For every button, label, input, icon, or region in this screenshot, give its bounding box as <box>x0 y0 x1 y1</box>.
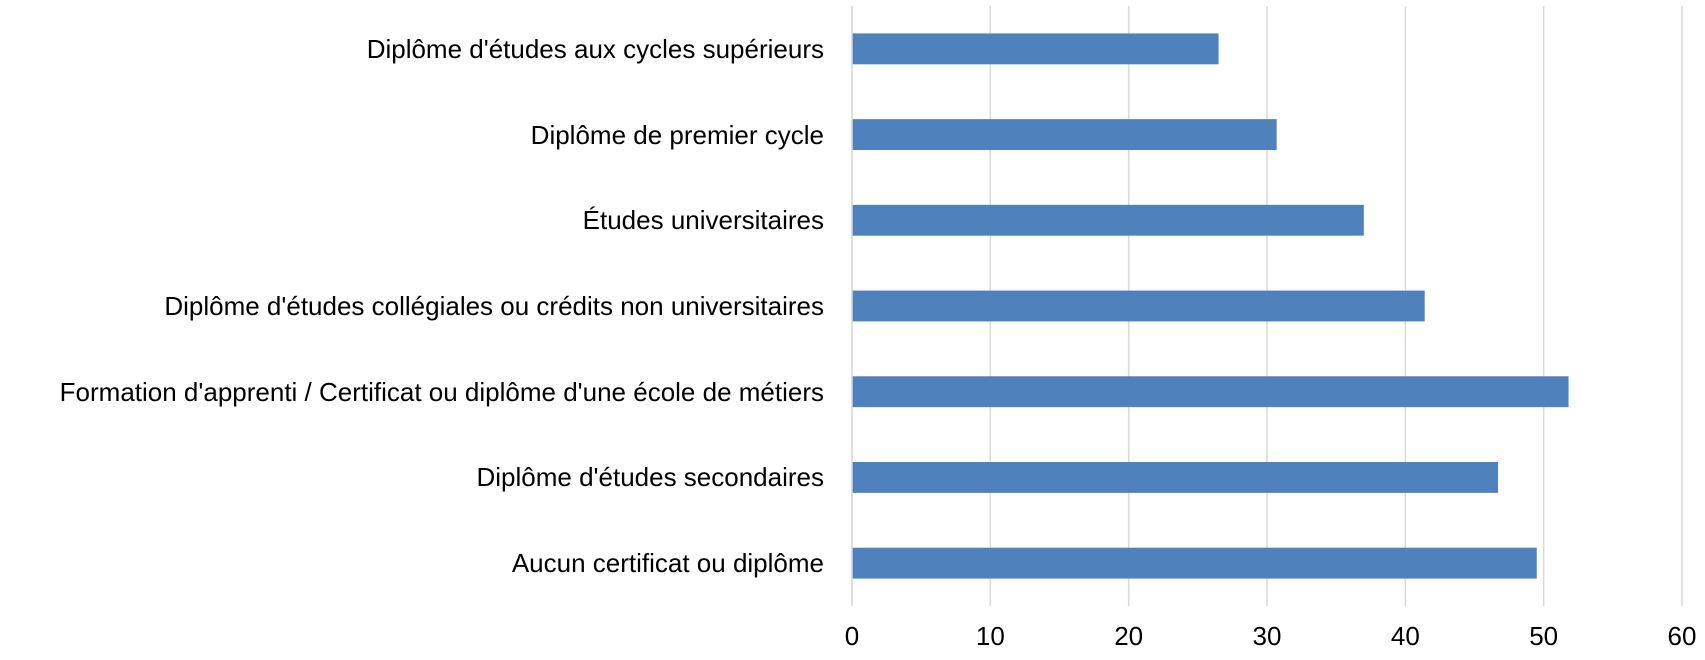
category-text: Diplôme d'études aux cycles supérieurs <box>366 33 824 64</box>
category-label: Diplôme d'études aux cycles supérieurs <box>0 6 824 92</box>
x-tick-label: 0 <box>845 621 859 651</box>
x-tick-label: 50 <box>1529 621 1558 651</box>
category-text: Diplôme d'études secondaires <box>476 462 825 493</box>
x-tick-label: 10 <box>976 621 1005 651</box>
bar <box>852 376 1569 408</box>
x-tick-label: 30 <box>1253 621 1282 651</box>
category-text: Diplôme de premier cycle <box>530 119 824 150</box>
bar <box>852 204 1364 236</box>
category-label: Aucun certificat ou diplôme <box>0 520 824 606</box>
category-label: Formation d'apprenti / Certificat ou dip… <box>0 349 824 435</box>
x-tick-label: 20 <box>1114 621 1143 651</box>
bar <box>852 547 1537 579</box>
bar <box>852 119 1277 150</box>
category-text: Formation d'apprenti / Certificat ou dip… <box>59 376 824 407</box>
category-text: Études universitaires <box>582 205 824 236</box>
category-text: Aucun certificat ou diplôme <box>511 548 824 579</box>
category-text: Diplôme d'études collégiales ou crédits … <box>164 290 824 321</box>
category-label: Diplôme d'études collégiales ou crédits … <box>0 263 824 349</box>
x-tick-label: 40 <box>1391 621 1420 651</box>
bar <box>852 462 1499 493</box>
x-tick-label: 60 <box>1668 621 1697 651</box>
category-label: Études universitaires <box>0 177 824 263</box>
category-label: Diplôme d'études secondaires <box>0 435 825 521</box>
bar <box>852 290 1425 322</box>
category-label: Diplôme de premier cycle <box>0 92 824 178</box>
bar <box>852 33 1219 65</box>
